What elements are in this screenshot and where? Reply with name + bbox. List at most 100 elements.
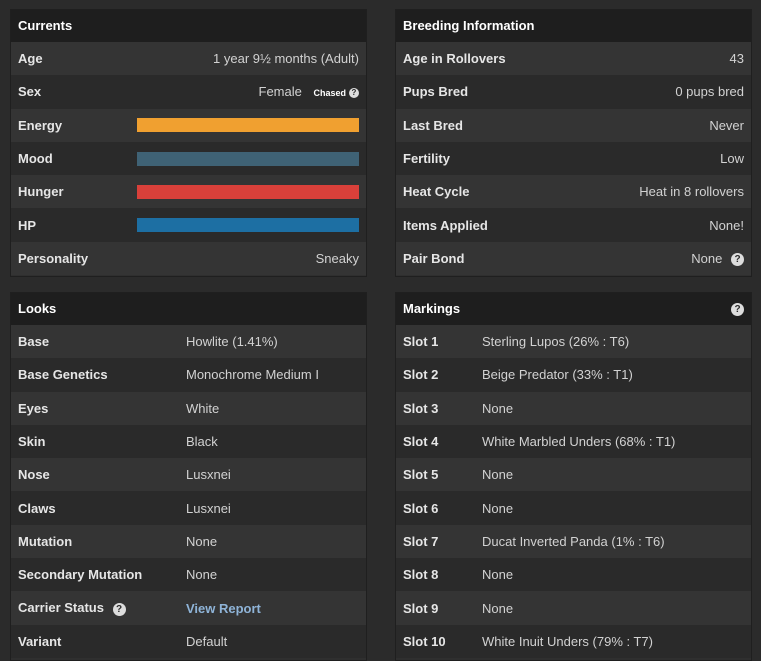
breeding-row-value: Never [709, 117, 744, 133]
breeding-row-label: Pair Bond [403, 250, 465, 266]
breeding-row: Age in Rollovers 43 [396, 42, 751, 76]
hp-bar [137, 218, 359, 233]
marking-row: Slot 4 White Marbled Unders (68% : T1) [396, 424, 751, 459]
age-label: Age [18, 51, 43, 67]
breeding-row-label: Fertility [403, 151, 450, 167]
pair-bond-value: None ? [691, 251, 744, 266]
hunger-row: Hunger [11, 175, 366, 209]
breeding-title: Breeding Information [403, 18, 535, 33]
marking-slot-value: Ducat Inverted Panda (1% : T6) [482, 533, 665, 549]
marking-row: Slot 6 None [396, 491, 751, 525]
looks-row-label: Nose [18, 467, 50, 483]
marking-slot-label: Slot 4 [403, 434, 439, 450]
looks-row-value: White [186, 400, 220, 416]
breeding-row-value: Low [720, 151, 744, 167]
breeding-row-label: Items Applied [403, 217, 488, 233]
looks-row: Nose Lusxnei [11, 458, 366, 492]
hp-row: HP [11, 208, 366, 242]
looks-row: Variant Default [11, 624, 366, 658]
looks-panel: Looks Base Howlite (1.41%) Base Genetics M… [10, 292, 367, 661]
hunger-label: Hunger [18, 184, 64, 200]
breeding-row-value: 43 [729, 51, 744, 67]
marking-row: Slot 8 None [396, 558, 751, 592]
hunger-bar-fill [137, 184, 359, 199]
looks-row: Carrier Status ? View Report [11, 591, 366, 625]
hunger-bar [137, 184, 359, 199]
looks-row: Skin Black [11, 424, 366, 459]
hp-bar-fill [137, 218, 359, 233]
looks-row-label: Claws [18, 500, 56, 516]
marking-slot-label: Slot 10 [403, 633, 446, 649]
looks-row-label: Eyes [18, 400, 49, 416]
marking-slot-value: Sterling Lupos (26% : T6) [482, 334, 630, 350]
marking-slot-value: None [482, 500, 514, 516]
marking-slot-label: Slot 8 [403, 567, 439, 583]
breeding-row: Last Bred Never [396, 108, 751, 142]
breeding-row-label: Age in Rollovers [403, 51, 506, 67]
hp-label: HP [18, 217, 37, 233]
age-value: 1 year 9½ months (Adult) [213, 51, 359, 67]
breeding-row-value: 0 pups bred [675, 84, 744, 100]
marking-slot-label: Slot 5 [403, 467, 439, 483]
looks-row-label: Carrier Status [18, 600, 104, 616]
mood-bar-fill [137, 151, 359, 166]
marking-slot-label: Slot 7 [403, 533, 439, 549]
looks-title: Looks [18, 301, 57, 316]
marking-slot-value: None [482, 567, 514, 583]
carrier-status-help-icon[interactable]: ? [112, 602, 126, 616]
breeding-row: Pair Bond None ? [396, 241, 751, 276]
currents-header: Currents [11, 10, 366, 42]
looks-row-value: Monochrome Medium I [186, 367, 319, 383]
currents-panel: Currents Age 1 year 9½ months (Adult) Se… [10, 9, 367, 277]
looks-row-value: None [186, 533, 218, 549]
mood-label: Mood [18, 151, 53, 167]
marking-slot-value: White Marbled Unders (68% : T1) [482, 434, 676, 450]
energy-label: Energy [18, 117, 63, 133]
breeding-row-value: Heat in 8 rollovers [639, 184, 744, 200]
looks-row-value: Default [186, 633, 228, 649]
breeding-row-value: None! [709, 217, 744, 233]
looks-row-label: Base [18, 334, 50, 350]
energy-bar [137, 118, 359, 133]
sex-label: Sex [18, 84, 42, 100]
carrier-status-label-wrap: Carrier Status ? [18, 600, 126, 616]
marking-slot-label: Slot 3 [403, 400, 439, 416]
looks-row-label: Mutation [18, 533, 73, 549]
looks-row: Base Genetics Monochrome Medium I [11, 358, 366, 392]
looks-row: Claws Lusxnei [11, 491, 366, 525]
marking-row: Slot 9 None [396, 591, 751, 625]
breeding-row-value: None [691, 250, 723, 266]
breeding-row-label: Heat Cycle [403, 184, 470, 200]
looks-row-value: Black [186, 434, 218, 450]
looks-row-value: None [186, 567, 218, 583]
personality-value: Sneaky [315, 250, 359, 266]
pair-bond-help-icon[interactable]: ? [731, 252, 744, 266]
looks-row: Mutation None [11, 524, 366, 559]
looks-row: Secondary Mutation None [11, 558, 366, 592]
marking-slot-label: Slot 9 [403, 600, 439, 616]
marking-row: Slot 5 None [396, 458, 751, 492]
markings-panel: Markings ? Slot 1 Sterling Lupos (26% : T… [395, 292, 752, 661]
looks-row-label: Variant [18, 633, 62, 649]
chased-label: Chased [313, 88, 346, 99]
marking-slot-value: None [482, 467, 514, 483]
sex-row: Sex Female Chased ? [11, 75, 366, 109]
marking-slot-value: None [482, 600, 514, 616]
view-report-link[interactable]: View Report [186, 600, 261, 616]
breeding-row: Pups Bred 0 pups bred [396, 75, 751, 109]
looks-row-value: Lusxnei [186, 467, 231, 483]
markings-header: Markings ? [396, 293, 751, 325]
marking-slot-label: Slot 1 [403, 334, 439, 350]
looks-row-value: Howlite (1.41%) [186, 334, 278, 350]
marking-row: Slot 10 White Inuit Unders (79% : T7) [396, 624, 751, 658]
chased-help-icon[interactable]: ? [349, 88, 359, 99]
breeding-row-label: Last Bred [403, 117, 463, 133]
marking-row: Slot 1 Sterling Lupos (26% : T6) [396, 325, 751, 359]
looks-row: Eyes White [11, 391, 366, 425]
markings-help-icon[interactable]: ? [731, 302, 744, 316]
marking-row: Slot 2 Beige Predator (33% : T1) [396, 358, 751, 392]
sex-value: Female Chased ? [259, 84, 359, 99]
breeding-panel: Breeding Information Age in Rollovers 43… [395, 9, 752, 277]
looks-row-value: Lusxnei [186, 500, 231, 516]
breeding-row: Items Applied None! [396, 208, 751, 242]
